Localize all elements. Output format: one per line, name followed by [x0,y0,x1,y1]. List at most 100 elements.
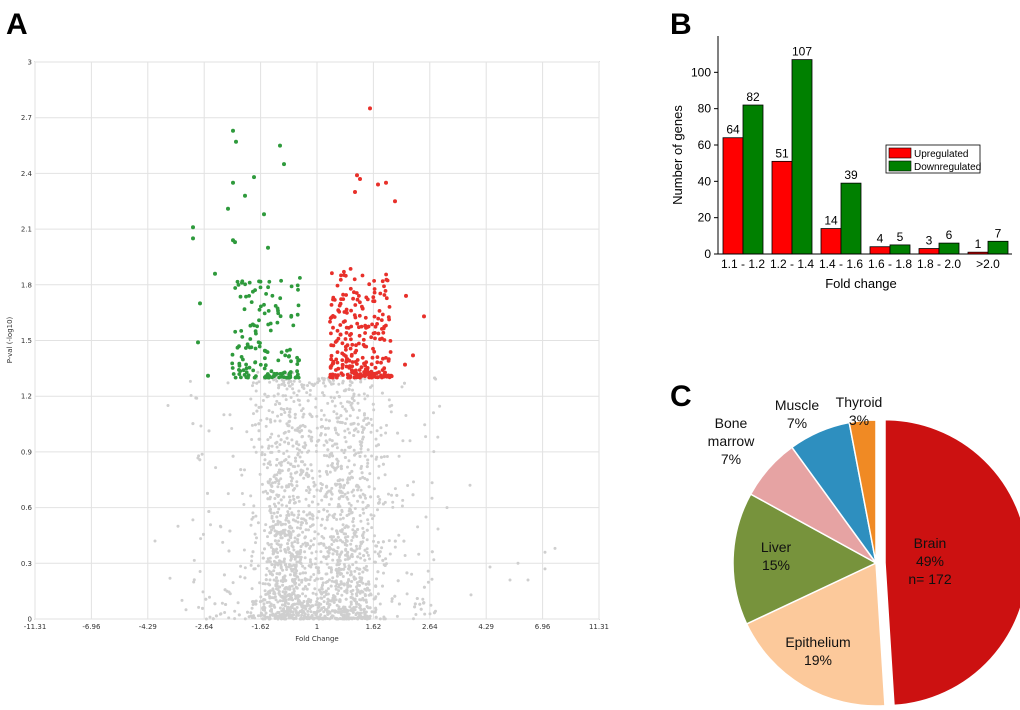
ns-point [279,477,283,481]
ns-point [393,594,397,598]
ns-point [318,469,322,473]
ns-point [285,504,289,508]
ns-point [320,409,323,412]
bar-upregulated [722,137,744,255]
ns-point [270,608,273,611]
ns-point [334,568,338,572]
ns-point [289,567,293,571]
ns-point [274,598,278,602]
ns-point [275,473,279,477]
ns-point [430,481,434,485]
ns-point [354,544,358,548]
up-point [358,177,362,181]
down-point [243,193,247,198]
ns-point [400,504,404,508]
ns-point [286,461,290,465]
ns-point [301,564,305,568]
ns-point [324,589,328,593]
ns-point [260,453,264,457]
ns-point [356,430,360,434]
ns-point [287,424,291,428]
up-point [384,356,388,360]
ns-point [304,607,308,611]
ns-point [368,614,372,618]
ns-point [362,392,366,396]
down-point [247,280,252,285]
ns-point [276,579,279,583]
bar-value-label: 51 [775,146,789,160]
ns-point [268,578,272,582]
ns-point [310,551,314,555]
ns-point [274,561,278,565]
ns-point [366,461,370,465]
down-point [198,301,202,306]
ns-point [295,393,299,397]
ns-point [302,600,306,603]
ns-point [231,581,235,585]
ns-point [273,529,277,533]
ns-point [305,604,309,608]
down-point [295,312,300,317]
ns-point [275,379,279,383]
ns-point [282,495,286,499]
ns-point [343,536,347,539]
ns-point [377,554,381,558]
ns-point [298,403,302,407]
ns-point [294,459,298,463]
ns-point [198,458,202,462]
down-point [247,294,252,298]
ns-point [283,549,287,553]
ns-point [227,549,231,553]
ns-point [379,433,383,437]
ns-point [402,539,406,543]
ns-point [300,578,304,582]
ns-point [416,525,420,529]
ns-point [322,381,325,385]
ns-point [300,429,304,432]
ns-point [379,426,383,430]
ns-point [358,494,362,498]
up-point [381,330,386,335]
ns-point [371,402,375,406]
up-point [375,375,380,380]
ns-point [278,419,282,423]
ns-point [346,535,350,539]
ns-point [365,538,369,542]
ns-point [279,545,282,549]
ns-point [281,522,285,526]
ns-point [275,572,279,576]
ns-point [348,414,352,418]
up-point [365,325,370,329]
down-point [237,363,242,368]
ns-point [436,435,440,439]
volcano-x-tick-label: 2.64 [422,623,438,631]
ns-point [251,381,255,385]
ns-point [328,438,332,442]
ns-point [253,532,257,536]
ns-point [359,450,363,454]
ns-point [273,497,277,500]
ns-point [373,610,377,614]
ns-point [310,469,314,473]
ns-point [349,590,353,593]
down-point [242,307,247,312]
up-point [389,373,393,378]
up-point [356,373,360,378]
down-point [283,353,288,358]
ns-point [306,485,310,489]
ns-point [366,553,370,557]
ns-point [320,587,324,591]
up-point [387,305,392,309]
ns-point [293,564,297,568]
ns-point [359,556,363,560]
ns-point [343,435,347,439]
ns-point [312,480,316,484]
ns-point [346,481,349,485]
ns-point [301,542,305,546]
ns-point [390,493,393,497]
volcano-plot: -11.31 -6.96 -4.29 -2.64 -1.62 1 1.62 2.64 4.29 6… [6,59,609,644]
ns-point [292,497,296,501]
ns-point [184,608,188,612]
bar-y-tick-label: 0 [704,247,711,261]
up-point [329,343,334,348]
